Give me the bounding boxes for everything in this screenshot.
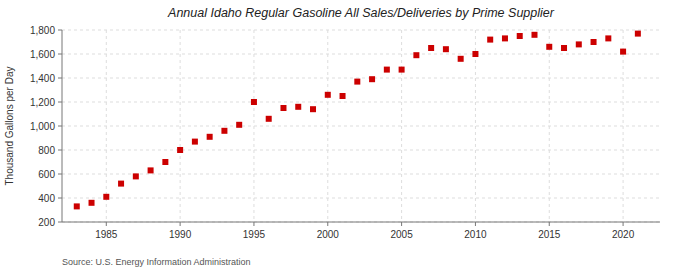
tick-label: 600 xyxy=(38,169,55,180)
tick-label: 200 xyxy=(38,217,55,228)
tick-mark xyxy=(58,222,62,223)
point xyxy=(413,52,419,58)
y-axis: 200 400 600 800 1,000 1,200 1,400 1,600 1,800 xyxy=(30,25,62,228)
tick-label: 2000 xyxy=(317,229,340,240)
point xyxy=(148,167,154,173)
tick-mark xyxy=(58,198,62,199)
point xyxy=(576,41,582,47)
point xyxy=(561,45,567,51)
tick-mark xyxy=(58,174,62,175)
point xyxy=(487,37,493,43)
tick-label: 1,200 xyxy=(30,97,55,108)
point xyxy=(221,128,227,134)
chart: 200 400 600 800 1,000 1,200 1,400 1,600 1,800 198… xyxy=(0,0,675,275)
grid-line xyxy=(62,30,660,31)
point xyxy=(472,51,478,57)
point xyxy=(428,45,434,51)
grid-line xyxy=(62,126,660,127)
grid-line xyxy=(253,30,254,222)
tick-label: 1995 xyxy=(243,229,266,240)
point xyxy=(74,203,80,209)
tick-label: 1,000 xyxy=(30,121,55,132)
grid-line xyxy=(62,54,660,55)
point xyxy=(531,32,537,38)
point xyxy=(162,159,168,165)
grid-line xyxy=(62,102,660,103)
point xyxy=(340,93,346,99)
point xyxy=(207,134,213,140)
tick-mark xyxy=(623,222,624,226)
point xyxy=(280,105,286,111)
point xyxy=(251,99,257,105)
tick-label: 2015 xyxy=(538,229,561,240)
grid-line xyxy=(327,30,328,222)
point xyxy=(546,44,552,50)
tick-mark xyxy=(58,126,62,127)
tick-mark xyxy=(180,222,181,226)
point xyxy=(325,92,331,98)
point xyxy=(266,116,272,122)
point xyxy=(192,139,198,145)
grid-line xyxy=(62,150,660,151)
point xyxy=(177,147,183,153)
point xyxy=(118,181,124,187)
tick-mark xyxy=(58,30,62,31)
point xyxy=(103,194,109,200)
tick-label: 2010 xyxy=(464,229,487,240)
point xyxy=(310,106,316,112)
point xyxy=(133,173,139,179)
point xyxy=(384,67,390,73)
point xyxy=(635,31,641,37)
tick-mark xyxy=(58,102,62,103)
point xyxy=(620,49,626,55)
points xyxy=(74,31,641,210)
tick-label: 1,800 xyxy=(30,25,55,36)
grid-line xyxy=(106,30,107,222)
point xyxy=(458,56,464,62)
x-axis-line xyxy=(62,222,660,223)
grid-line xyxy=(623,30,624,222)
tick-label: 1985 xyxy=(95,229,118,240)
point xyxy=(89,200,95,206)
grid-line xyxy=(549,30,550,222)
grid-line xyxy=(401,30,402,222)
point xyxy=(502,35,508,41)
point xyxy=(517,33,523,39)
point xyxy=(369,76,375,82)
tick-label: 1990 xyxy=(169,229,192,240)
tick-mark xyxy=(327,222,328,226)
title: Annual Idaho Regular Gasoline All Sales/… xyxy=(167,6,555,20)
x-axis: 1985 1990 1995 2000 2005 2010 2015 2020 xyxy=(95,222,634,240)
tick-label: 2005 xyxy=(390,229,413,240)
tick-mark xyxy=(58,54,62,55)
point xyxy=(443,46,449,52)
point xyxy=(591,39,597,45)
tick-label: 1,600 xyxy=(30,49,55,60)
tick-label: 2020 xyxy=(612,229,635,240)
grid-line xyxy=(62,78,660,79)
tick-mark xyxy=(475,222,476,226)
grid-line xyxy=(62,222,660,223)
tick-label: 1,400 xyxy=(30,73,55,84)
tick-label: 400 xyxy=(38,193,55,204)
tick-mark xyxy=(253,222,254,226)
point xyxy=(605,35,611,41)
point xyxy=(236,122,242,128)
tick-mark xyxy=(549,222,550,226)
tick-mark xyxy=(401,222,402,226)
tick-label: 800 xyxy=(38,145,55,156)
point xyxy=(295,104,301,110)
tick-mark xyxy=(58,78,62,79)
grid-line xyxy=(475,30,476,222)
grid-line xyxy=(62,174,660,175)
tick-mark xyxy=(106,222,107,226)
point xyxy=(399,67,405,73)
source-note: Source: U.S. Energy Information Administ… xyxy=(62,257,251,267)
grid-line xyxy=(180,30,181,222)
tick-mark xyxy=(58,150,62,151)
grid xyxy=(62,30,660,222)
grid-line xyxy=(62,198,660,199)
point xyxy=(354,79,360,85)
y-axis-label: Thousand Gallons per Day xyxy=(4,67,15,186)
